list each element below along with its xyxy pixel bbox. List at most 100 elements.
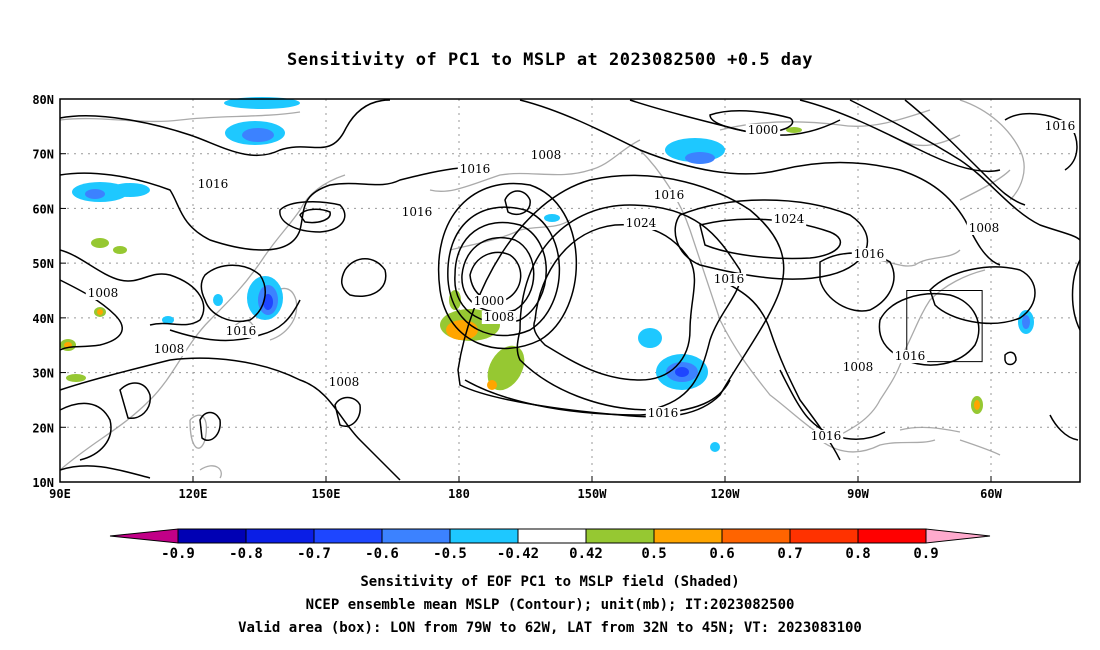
colorbar-swatch xyxy=(449,528,519,544)
contour-label: 1008 xyxy=(484,310,515,324)
pos-blob xyxy=(113,246,127,254)
neg-blob xyxy=(710,442,720,452)
contour-label: 1008 xyxy=(154,342,185,356)
contour-label: 1016 xyxy=(402,205,433,219)
contour-label: 1016 xyxy=(654,188,685,202)
colorbar-swatch xyxy=(245,528,315,544)
neg-blob xyxy=(213,294,223,306)
contour-label: 1016 xyxy=(854,247,885,261)
neg-blob xyxy=(544,214,560,222)
colorbar-label: 0.7 xyxy=(777,546,802,562)
colorbar-swatch xyxy=(177,528,247,544)
neg-blob xyxy=(110,183,150,197)
colorbar-swatch xyxy=(789,528,859,544)
lat-tick-label: 20N xyxy=(32,421,54,435)
neg-blob xyxy=(685,152,715,164)
lat-tick-label: 70N xyxy=(32,148,54,162)
map-title: Sensitivity of PC1 to MSLP at 2023082500… xyxy=(286,50,813,70)
contour-label: 1016 xyxy=(198,177,229,191)
colorbar-label: -0.6 xyxy=(365,546,399,562)
colorbar-label: 0.42 xyxy=(569,546,603,562)
sensitivity-shading xyxy=(60,97,1034,452)
colorbar-swatch xyxy=(721,528,791,544)
pos-blob xyxy=(974,400,980,410)
lat-tick-label: 50N xyxy=(32,257,54,271)
contour-label: 1016 xyxy=(648,406,679,420)
lat-tick-label: 80N xyxy=(32,93,54,107)
colorbar-label: 0.6 xyxy=(709,546,734,562)
latitude-tick-labels: 80N 70N 60N 50N 40N 30N 20N 10N xyxy=(32,93,66,490)
contour-label: 1024 xyxy=(774,212,805,226)
caption-valid-area: Valid area (box): LON from 79W to 62W, L… xyxy=(238,620,862,636)
colorbar-swatch xyxy=(857,528,927,544)
colorbar-swatch xyxy=(313,528,383,544)
pos-blob xyxy=(97,309,103,315)
contour-label: 1016 xyxy=(226,324,257,338)
colorbar-swatch xyxy=(517,528,587,544)
contour-label: 1024 xyxy=(626,216,657,230)
contour-label: 1000 xyxy=(474,294,505,308)
lon-tick-label: 60W xyxy=(980,487,1002,501)
colorbar-swatch xyxy=(585,528,655,544)
contour-label: 1008 xyxy=(329,375,360,389)
map-plot-area: 1016 1008 1016 1016 1008 1016 1024 1024 1000 1016… xyxy=(59,97,1081,483)
pos-blob xyxy=(449,290,461,310)
neg-blob xyxy=(85,189,105,199)
longitude-tick-labels: 90E 120E 150E 180 150W 120W 90W 60W xyxy=(49,476,1003,501)
contour-label: 1008 xyxy=(531,148,562,162)
contour-labels: 1016 1008 1016 1016 1008 1016 1024 1024 1000 1016… xyxy=(85,119,1078,443)
pos-blob xyxy=(786,127,802,133)
caption-shaded: Sensitivity of EOF PC1 to MSLP field (Sh… xyxy=(360,574,740,590)
colorbar-label: 0.8 xyxy=(845,546,870,562)
color-bar xyxy=(109,528,991,544)
neg-blob xyxy=(242,128,274,142)
color-bar-labels: -0.9 -0.8 -0.7 -0.6 -0.5 -0.42 0.42 0.5 0.6 0.7 0.… xyxy=(161,546,939,562)
pos-blob xyxy=(66,374,86,382)
lat-tick-label: 10N xyxy=(32,476,54,490)
pos-blob xyxy=(487,345,525,391)
colorbar-over-triangle xyxy=(925,528,991,544)
neg-blob xyxy=(263,294,273,310)
lon-tick-label: 150W xyxy=(578,487,608,501)
contour-label: 1016 xyxy=(714,272,745,286)
contour-label: 1016 xyxy=(811,429,842,443)
colorbar-under-triangle xyxy=(109,528,179,544)
lat-tick-label: 40N xyxy=(32,312,54,326)
colorbar-label: -0.7 xyxy=(297,546,331,562)
neg-blob xyxy=(1022,315,1030,329)
lon-tick-label: 120E xyxy=(179,487,208,501)
neg-blob xyxy=(675,367,689,377)
contour-label: 1000 xyxy=(748,123,779,137)
lon-tick-label: 90E xyxy=(49,487,71,501)
lon-tick-label: 150E xyxy=(312,487,341,501)
lat-tick-label: 60N xyxy=(32,202,54,216)
colorbar-swatch xyxy=(381,528,451,544)
contour-label: 1016 xyxy=(1045,119,1076,133)
neg-blob xyxy=(162,316,174,324)
contour-label: 1008 xyxy=(969,221,1000,235)
neg-blob xyxy=(638,328,662,348)
mslp-contours xyxy=(59,99,1081,481)
colorbar-label: 0.9 xyxy=(913,546,938,562)
contour-label: 1008 xyxy=(88,286,119,300)
colorbar-swatch xyxy=(653,528,723,544)
caption-contour: NCEP ensemble mean MSLP (Contour); unit(… xyxy=(305,597,795,613)
colorbar-label: -0.9 xyxy=(161,546,195,562)
lon-tick-label: 180 xyxy=(448,487,470,501)
lon-tick-label: 90W xyxy=(847,487,869,501)
pos-blob xyxy=(91,238,109,248)
pos-blob xyxy=(64,342,72,348)
plot-frame xyxy=(59,98,1081,483)
colorbar-label: -0.5 xyxy=(433,546,467,562)
pos-blob xyxy=(446,320,478,340)
contour-label: 1008 xyxy=(843,360,874,374)
lon-tick-label: 120W xyxy=(711,487,741,501)
colorbar-label: -0.8 xyxy=(229,546,263,562)
contour-label: 1016 xyxy=(895,349,926,363)
colorbar-label: -0.42 xyxy=(497,546,539,562)
valid-area-box xyxy=(906,290,983,363)
lat-tick-label: 30N xyxy=(32,367,54,381)
pos-blob xyxy=(487,380,497,390)
neg-blob xyxy=(224,97,300,109)
